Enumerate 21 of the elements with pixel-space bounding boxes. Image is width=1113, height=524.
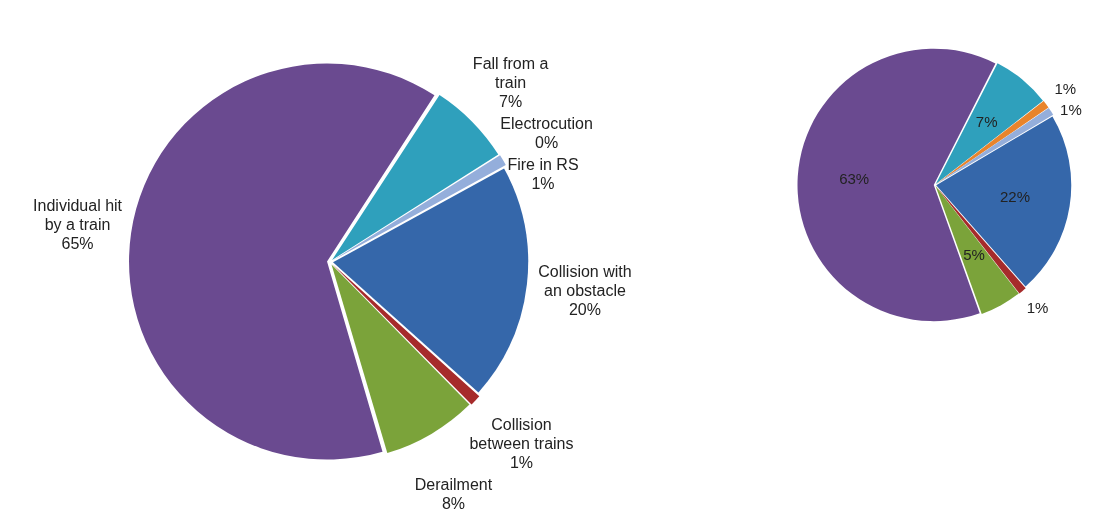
data-label: 5%	[963, 246, 985, 264]
data-label: 22%	[999, 187, 1031, 205]
text: 0%	[535, 134, 559, 151]
data-label: 1%	[1054, 80, 1077, 98]
category-label: Electrocution	[500, 115, 593, 132]
data-label: 65%	[61, 234, 94, 252]
data-label: 20%	[568, 300, 601, 318]
slice-label: Fall from a train	[472, 54, 549, 91]
data-label: 1%	[531, 175, 555, 193]
data-label: 63%	[839, 170, 870, 188]
data-label: 1%	[509, 453, 534, 471]
data-label: 8%	[441, 495, 466, 513]
slice-label: Collision between trains	[469, 415, 574, 452]
slice-label: Derailment	[414, 476, 493, 494]
data-label: 1%	[1026, 299, 1049, 317]
data-label: 1%	[1060, 100, 1082, 118]
data-label: 7%	[975, 112, 998, 130]
slice-label: Individual hit by a train	[33, 196, 123, 233]
slice-label: Collision with an obstacle	[538, 262, 632, 299]
slice-label: Fire in RS	[507, 156, 579, 174]
data-label: 7%	[499, 92, 523, 110]
